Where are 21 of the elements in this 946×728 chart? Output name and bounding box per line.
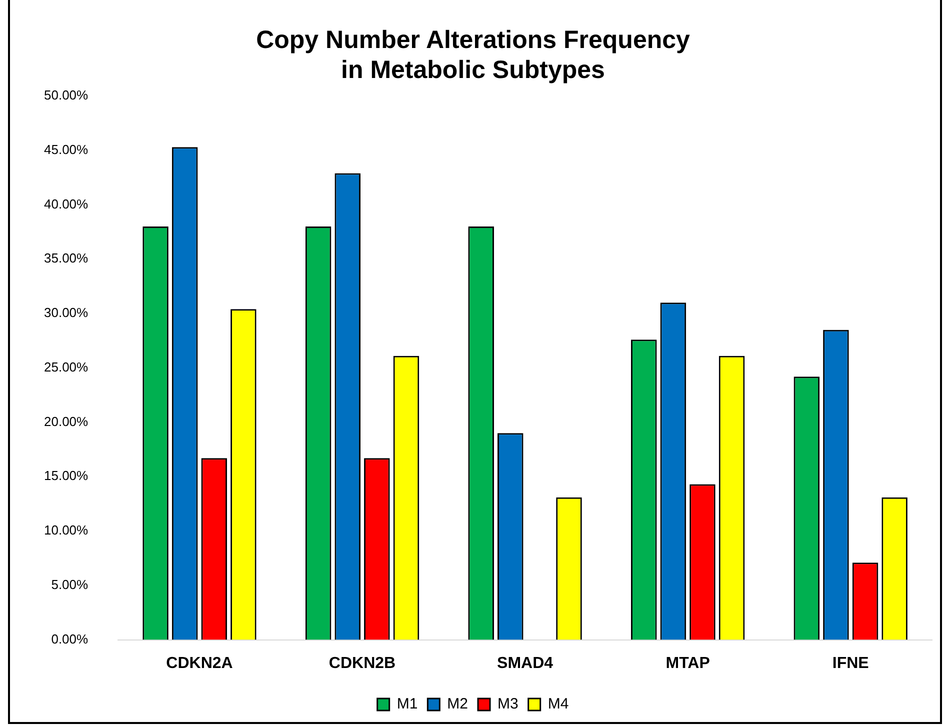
y-tick-label: 15.00% [44,468,89,484]
y-tick-label: 40.00% [44,196,89,212]
y-tick-label: 0.00% [51,631,89,646]
y-tick-label: 5.00% [51,577,89,592]
legend-label: M2 [447,696,468,713]
x-tick-label: MTAP [666,654,710,672]
y-tick-label: 10.00% [44,522,89,538]
legend-label: M4 [548,696,569,713]
x-tick-label: SMAD4 [497,654,554,672]
chart-title: Copy Number Alterations Frequency in Metabolic Subtypes [256,26,690,84]
y-tick-label: 35.00% [44,250,89,266]
y-tick-label: 25.00% [44,359,89,374]
y-tick-label: 50.00% [44,88,89,103]
y-tick-label: 20.00% [44,414,89,429]
x-tick-label: CDKN2B [328,654,396,672]
legend-label: M1 [396,696,418,713]
y-tick-label: 45.00% [44,142,89,157]
x-tick-label: CDKN2A [166,654,234,672]
x-tick-label: IFNE [832,654,870,672]
y-tick-label: 30.00% [44,305,89,320]
legend-label: M3 [498,696,518,713]
